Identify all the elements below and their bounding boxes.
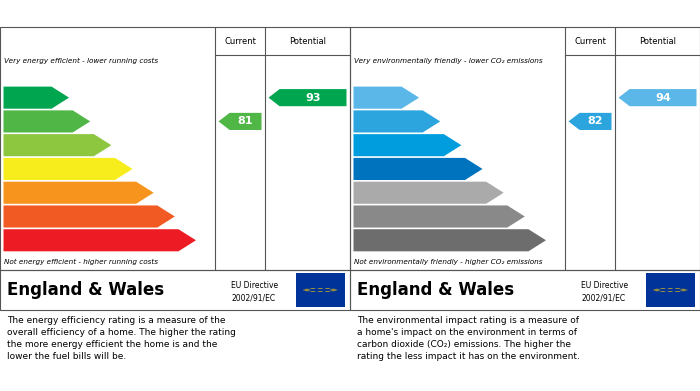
Text: Very environmentally friendly - lower CO₂ emissions: Very environmentally friendly - lower CO…: [354, 57, 542, 64]
Text: Current: Current: [224, 36, 256, 45]
Text: Not environmentally friendly - higher CO₂ emissions: Not environmentally friendly - higher CO…: [354, 259, 542, 265]
Text: B: B: [427, 115, 438, 128]
Text: 2002/91/EC: 2002/91/EC: [231, 294, 275, 303]
Text: B: B: [77, 115, 88, 128]
Polygon shape: [354, 182, 504, 204]
Text: England & Wales: England & Wales: [7, 281, 164, 299]
Text: F: F: [512, 210, 522, 223]
Text: E: E: [491, 186, 500, 199]
Polygon shape: [269, 89, 346, 106]
Text: A: A: [406, 91, 416, 104]
Text: G: G: [533, 234, 543, 247]
Text: (92-100): (92-100): [358, 94, 389, 101]
Polygon shape: [4, 205, 175, 228]
Text: (55-68): (55-68): [358, 166, 384, 172]
Text: Environmental Impact (CO₂) Rating: Environmental Impact (CO₂) Rating: [355, 7, 587, 20]
Text: EU Directive: EU Directive: [581, 282, 628, 291]
Polygon shape: [354, 229, 546, 251]
Text: A: A: [56, 91, 66, 104]
Text: (21-38): (21-38): [8, 213, 34, 220]
Text: 94: 94: [655, 93, 671, 103]
Polygon shape: [568, 113, 612, 130]
Text: F: F: [162, 210, 172, 223]
Text: (1-20): (1-20): [8, 237, 30, 244]
Text: E: E: [141, 186, 150, 199]
Text: (55-68): (55-68): [8, 166, 34, 172]
Polygon shape: [4, 158, 132, 180]
Text: C: C: [99, 139, 108, 152]
Polygon shape: [4, 229, 196, 251]
Text: Potential: Potential: [289, 36, 326, 45]
Polygon shape: [354, 205, 525, 228]
Text: Not energy efficient - higher running costs: Not energy efficient - higher running co…: [4, 259, 158, 265]
Text: D: D: [469, 162, 480, 176]
Text: (39-54): (39-54): [358, 190, 384, 196]
Text: 82: 82: [588, 117, 603, 126]
Text: The environmental impact rating is a measure of
a home's impact on the environme: The environmental impact rating is a mea…: [357, 316, 580, 361]
Polygon shape: [4, 182, 154, 204]
Text: Energy Efficiency Rating: Energy Efficiency Rating: [6, 7, 168, 20]
Polygon shape: [4, 134, 111, 156]
Polygon shape: [354, 158, 482, 180]
Text: C: C: [449, 139, 458, 152]
Text: (39-54): (39-54): [8, 190, 34, 196]
Text: (1-20): (1-20): [358, 237, 380, 244]
Polygon shape: [4, 86, 69, 109]
Text: D: D: [119, 162, 130, 176]
Text: (69-80): (69-80): [358, 142, 385, 149]
Bar: [645, 273, 694, 307]
Polygon shape: [354, 110, 440, 133]
Text: (81-91): (81-91): [358, 118, 385, 125]
Polygon shape: [354, 86, 419, 109]
Polygon shape: [354, 134, 461, 156]
Text: 81: 81: [238, 117, 253, 126]
Polygon shape: [218, 113, 262, 130]
Text: Very energy efficient - lower running costs: Very energy efficient - lower running co…: [4, 57, 158, 64]
Text: England & Wales: England & Wales: [357, 281, 514, 299]
Text: 93: 93: [305, 93, 321, 103]
Text: (21-38): (21-38): [358, 213, 384, 220]
Text: Potential: Potential: [639, 36, 676, 45]
Text: G: G: [183, 234, 193, 247]
Polygon shape: [619, 89, 696, 106]
Text: Current: Current: [574, 36, 606, 45]
Text: 2002/91/EC: 2002/91/EC: [581, 294, 625, 303]
Text: The energy efficiency rating is a measure of the
overall efficiency of a home. T: The energy efficiency rating is a measur…: [7, 316, 236, 361]
Text: (69-80): (69-80): [8, 142, 35, 149]
Text: EU Directive: EU Directive: [231, 282, 278, 291]
Polygon shape: [4, 110, 90, 133]
Text: (92-100): (92-100): [8, 94, 39, 101]
Text: (81-91): (81-91): [8, 118, 35, 125]
Bar: [295, 273, 344, 307]
